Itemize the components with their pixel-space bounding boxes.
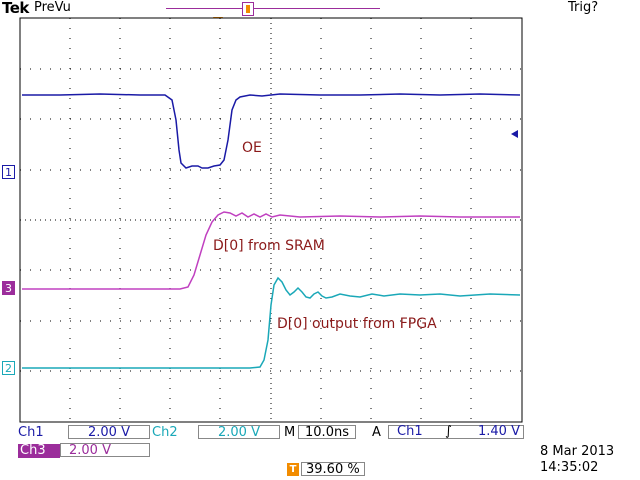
graticule-center-axes [20,18,522,422]
timebase-value[interactable]: 10.0ns [298,425,356,440]
trigger-mode-label: A [372,425,381,440]
time-display: 14:35:02 [540,460,599,475]
annotation-sram: D[0] from SRAM [213,238,325,254]
trigger-level-value: 1.40 V [478,424,520,439]
trigger-source: Ch1 [397,424,423,439]
ch1-scale-value[interactable]: 2.00 V [68,425,150,440]
ch2-waveform-fpga [22,276,521,369]
top-status-bar: Tek PreVu Trig? [0,0,640,18]
ch1-label[interactable]: Ch1 [18,425,44,440]
trigger-settings[interactable]: Ch1 ∫ 1.40 V [388,425,524,439]
date-display: 8 Mar 2013 [540,444,615,459]
annotation-oe: OE [242,140,262,156]
trigger-level-arrow-icon[interactable] [511,130,518,138]
timebase-label: M [284,425,296,440]
ch2-scale-value[interactable]: 2.00 V [198,425,280,440]
record-window-indicator[interactable] [242,2,254,16]
ch3-scale-value[interactable]: 2.00 V [60,443,150,458]
brand-logo: Tek [2,0,29,17]
ch3-ground-marker[interactable]: 3 [2,281,15,295]
trigger-position-icon: T [287,463,299,476]
ch3-label[interactable]: Ch3 [18,444,60,458]
acquisition-mode: PreVu [34,0,71,15]
ch2-label[interactable]: Ch2 [152,425,178,440]
ch2-ground-marker[interactable]: 2 [2,361,15,375]
annotation-fpga: D[0] output from FPGA [277,316,437,332]
trigger-position-value[interactable]: 39.60 % [301,462,365,477]
ch1-waveform-oe [22,93,521,169]
ch1-ground-marker[interactable]: 1 [2,165,15,179]
rising-edge-icon: ∫ [445,424,452,439]
ch3-waveform-sram [22,211,520,290]
record-length-bar [166,8,380,9]
trigger-status: Trig? [568,0,599,15]
